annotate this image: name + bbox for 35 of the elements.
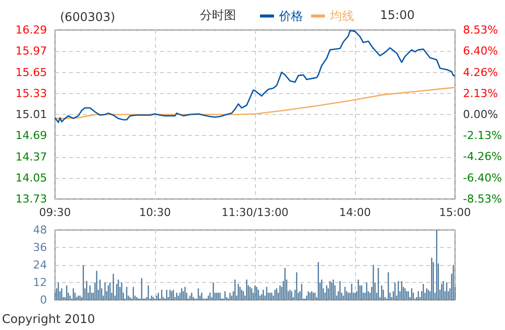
chart-title: (600303) <box>60 10 116 24</box>
line-series <box>54 86 456 120</box>
x-tick-label: 10:30 <box>139 206 171 219</box>
y-tick-label: 14.69 <box>16 129 47 142</box>
y2-tick-label: -8.53% <box>463 192 502 206</box>
text: 15:00 <box>380 8 415 22</box>
y-tick-label: 15.01 <box>16 108 47 121</box>
text: Copyright 2010 <box>2 312 95 326</box>
y-tick-label: 14.05 <box>16 171 47 184</box>
legend-label: 均线 <box>329 9 354 23</box>
y-tick-label: 13.73 <box>16 192 47 206</box>
x-tick-label: 15:00 <box>439 206 471 219</box>
y-tick-label: 0 <box>40 294 47 306</box>
y2-tick-label: 0.00% <box>463 108 498 121</box>
y2-tick-label: -6.40% <box>463 171 502 184</box>
x-tick-label: 14:00 <box>339 206 371 219</box>
y2-tick-label: 2.13% <box>463 86 498 100</box>
y2-tick-label: -4.26% <box>463 150 502 164</box>
y-tick-label: 15.97 <box>16 44 47 58</box>
y-tick-label: 24 <box>33 258 47 272</box>
y2-tick-label: 6.40% <box>463 44 498 58</box>
x-tick-label: 11:30/13:00 <box>221 206 289 219</box>
y2-tick-label: 4.26% <box>463 66 498 79</box>
y-tick-label: 36 <box>33 241 47 254</box>
y-tick-label: 15.33 <box>16 86 47 100</box>
y-tick-label: 15.65 <box>16 66 47 79</box>
y-tick-label: 14.37 <box>16 150 47 164</box>
text: 分时图 <box>200 8 236 22</box>
y-tick-label: 16.29 <box>16 24 47 36</box>
y2-tick-label: -2.13% <box>463 129 502 142</box>
y2-tick-label: 8.53% <box>463 24 498 36</box>
y-tick-label: 12 <box>33 276 47 289</box>
x-tick-label: 09:30 <box>39 206 71 219</box>
legend-label: 价格 <box>278 9 303 23</box>
y-tick-label: 48 <box>33 224 47 236</box>
